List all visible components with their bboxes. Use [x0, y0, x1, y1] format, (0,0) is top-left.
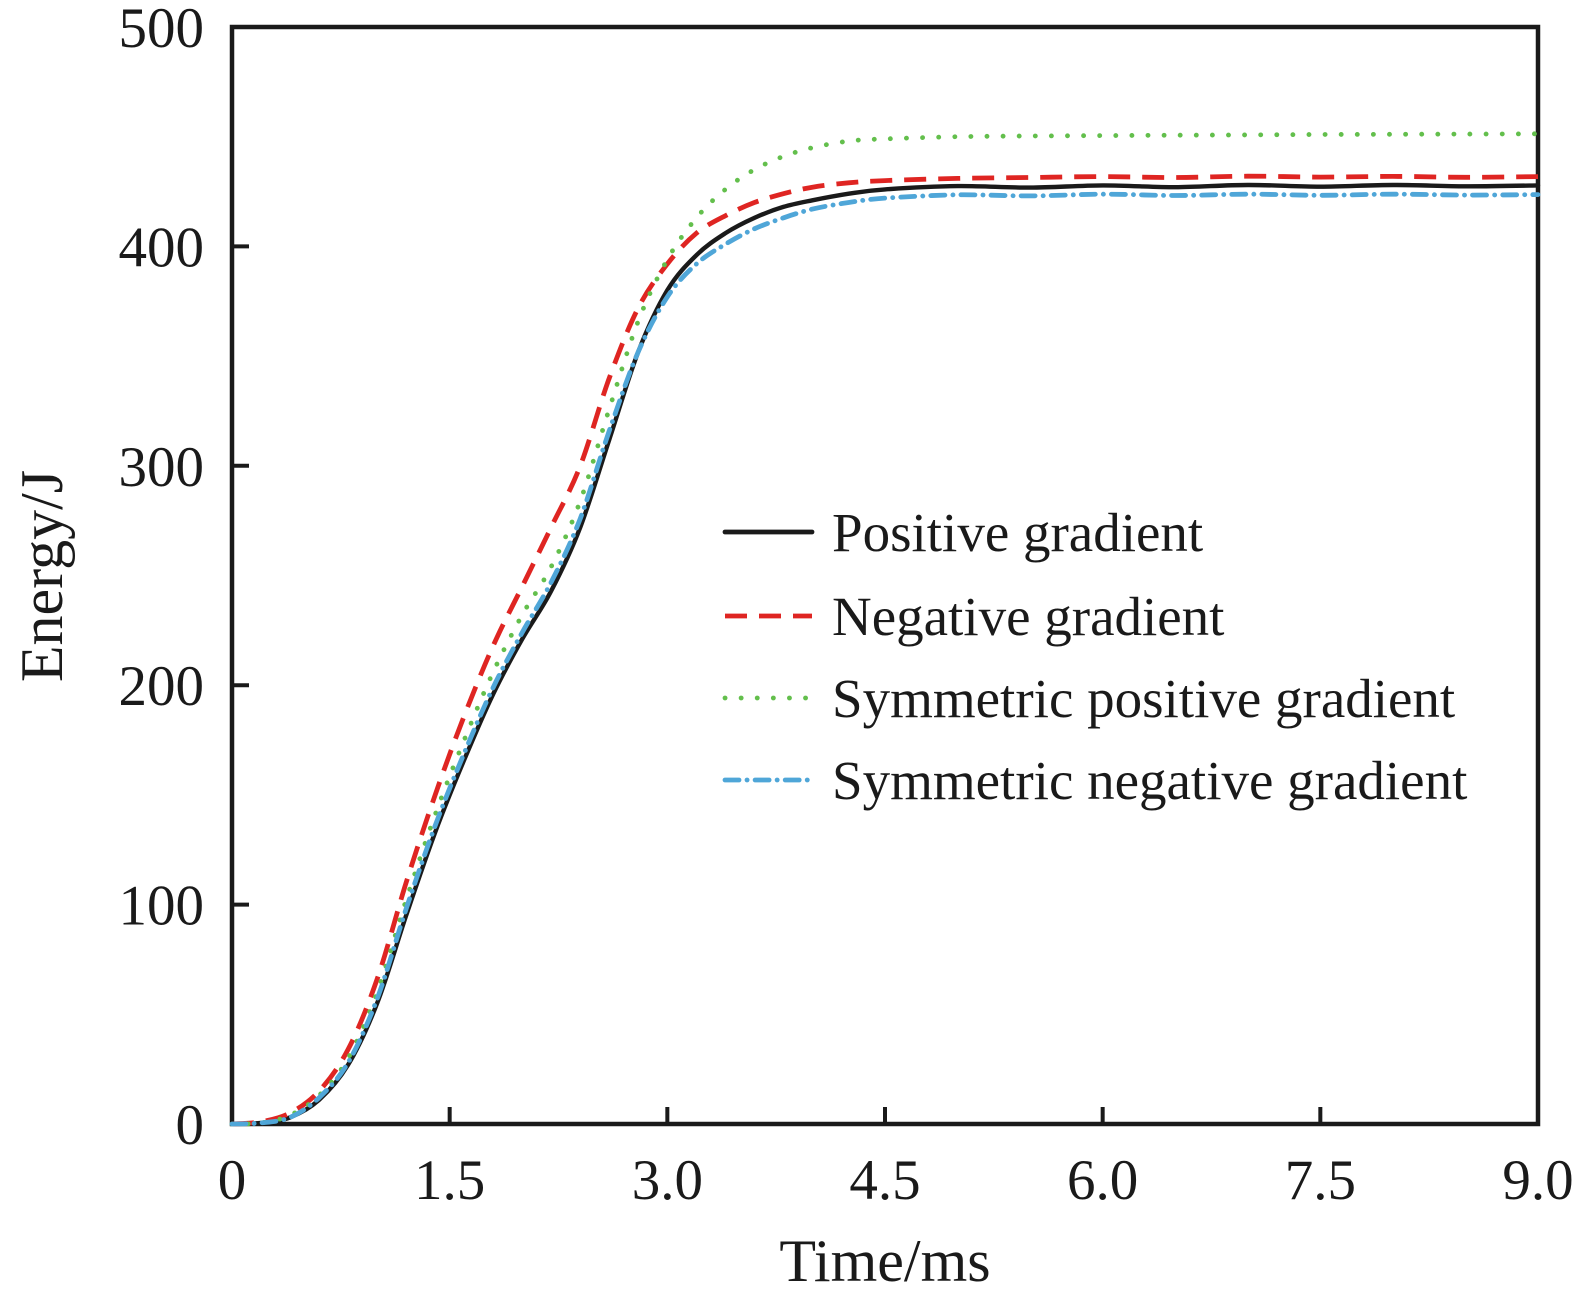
y-tick-label: 0	[176, 1094, 205, 1157]
legend: Positive gradient Negative gradient Symmet…	[722, 502, 1467, 811]
x-tick-label: 1.5	[414, 1149, 485, 1212]
x-tick-label: 9.0	[1502, 1149, 1573, 1212]
series-line-negative-gradient	[231, 173, 1539, 1127]
x-axis-title: Time/ms	[779, 1228, 990, 1294]
y-axis: 0 100 200 300 400 500	[119, 0, 249, 1157]
legend-label-symmetric-positive-gradient: Symmetric positive gradient	[832, 668, 1455, 729]
x-tick-label: 3.0	[632, 1149, 703, 1212]
y-tick-label: 500	[119, 0, 205, 60]
series-line-positive-gradient	[229, 182, 1541, 1127]
x-axis: 0 1.5 3.0 4.5 6.0 7.5 9.0	[218, 1107, 1574, 1212]
legend-label-positive-gradient: Positive gradient	[832, 502, 1203, 563]
y-tick-label: 300	[119, 436, 205, 499]
series-lines	[229, 131, 1541, 1127]
x-tick-label: 6.0	[1067, 1149, 1138, 1212]
series-line-symmetric-negative-gradient	[229, 191, 1541, 1127]
x-tick-label: 4.5	[849, 1149, 920, 1212]
y-axis-title: Energy/J	[9, 470, 75, 682]
x-tick-label: 0	[218, 1149, 247, 1212]
y-tick-label: 100	[119, 875, 205, 938]
x-tick-label: 7.5	[1285, 1149, 1356, 1212]
y-tick-label: 200	[119, 655, 205, 718]
y-tick-label: 400	[119, 216, 205, 279]
legend-label-negative-gradient: Negative gradient	[832, 586, 1224, 647]
legend-label-symmetric-negative-gradient: Symmetric negative gradient	[832, 750, 1467, 811]
